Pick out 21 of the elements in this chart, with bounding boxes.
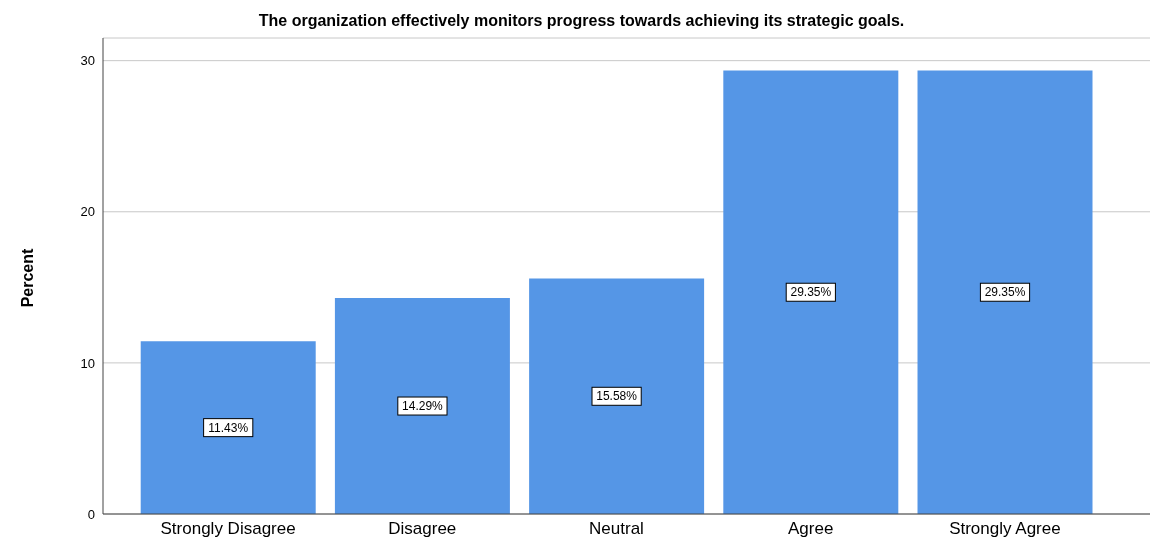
bar (917, 70, 1093, 514)
x-tick-label: Disagree (388, 519, 457, 539)
data-label: 11.43% (208, 420, 249, 435)
data-label: 29.35% (790, 285, 832, 300)
bar (723, 70, 899, 514)
x-tick-label: Strongly Agree (949, 519, 1061, 539)
x-tick-label: Neutral (589, 519, 644, 539)
y-tick-label: 20 (80, 204, 95, 220)
data-label: 29.35% (984, 285, 1026, 300)
bar (334, 298, 510, 514)
data-label: 15.58% (596, 389, 638, 404)
y-tick-label: 0 (87, 506, 95, 522)
y-axis-title: Percent (19, 248, 37, 308)
chart-title: The organization effectively monitors progress towards achieving its strategic goals. (257, 12, 906, 30)
data-label: 14.29% (402, 399, 444, 414)
x-tick-label: Agree (788, 519, 834, 539)
y-tick-label: 10 (80, 355, 95, 371)
bar (140, 341, 316, 514)
y-tick-label: 30 (80, 53, 95, 69)
x-tick-label: Strongly Disagree (160, 519, 296, 539)
bar (529, 278, 705, 514)
